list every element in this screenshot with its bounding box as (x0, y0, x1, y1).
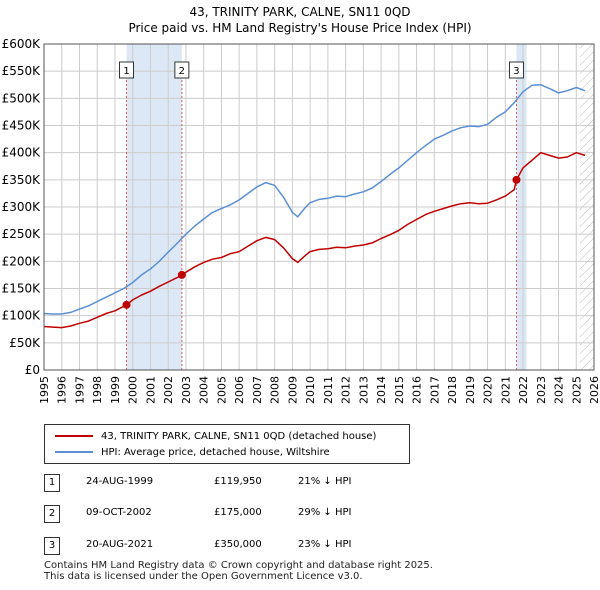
sale-price: £119,950 (214, 476, 262, 487)
sale-label-box (508, 61, 524, 79)
y-tick-label: £100K (2, 309, 42, 323)
y-tick-label: £250K (2, 227, 42, 241)
x-tick-label: 2012 (340, 376, 353, 404)
chart-title-line1: 43, TRINITY PARK, CALNE, SN11 0QD (189, 5, 411, 19)
plot-frame (43, 43, 595, 371)
y-tick-label: £600K (2, 37, 42, 51)
y-tick-label: £150K (2, 282, 42, 296)
x-tick-label: 2015 (393, 376, 406, 404)
x-tick-label: 2001 (144, 376, 157, 404)
x-tick-label: 2018 (446, 376, 459, 404)
footer-line2: This data is licensed under the Open Gov… (44, 571, 363, 582)
x-tick-label: 2008 (269, 376, 282, 404)
sale-price: £175,000 (214, 507, 262, 518)
x-tick-label: 2021 (499, 376, 512, 404)
sale-point (122, 300, 131, 309)
sale-point (177, 270, 186, 279)
property-price-line (43, 151, 586, 329)
x-tick-label: 2010 (304, 376, 317, 404)
x-tick-label: 2003 (180, 376, 193, 404)
x-tick-label: 2016 (411, 376, 424, 404)
x-tick-label: 2007 (251, 376, 264, 404)
x-tick-label: 2026 (588, 376, 600, 404)
sale-number-badge: 3 (44, 537, 60, 555)
x-tick-label: 1999 (109, 376, 122, 404)
legend: 43, TRINITY PARK, CALNE, SN11 0QD (detac… (44, 424, 410, 464)
legend-item-property: 43, TRINITY PARK, CALNE, SN11 0QD (detac… (55, 428, 376, 444)
y-tick-label: £200K (2, 254, 42, 268)
y-tick-label: £450K (2, 119, 42, 133)
sale-hpi-diff: 21% ↓ HPI (298, 476, 352, 487)
x-tick-label: 2002 (162, 376, 175, 404)
sale-date: 24-AUG-1999 (86, 476, 154, 487)
footer-attribution: Contains HM Land Registry data © Crown c… (44, 560, 433, 582)
y-tick-label: £350K (2, 173, 42, 187)
legend-label-hpi: HPI: Average price, detached house, Wilt… (101, 446, 330, 458)
legend-label-property: 43, TRINITY PARK, CALNE, SN11 0QD (detac… (101, 430, 377, 442)
sale-number-badge: 1 (44, 474, 60, 492)
sale-point (512, 175, 521, 184)
sale-label-box (174, 61, 190, 79)
x-tick-label: 2005 (215, 376, 228, 404)
chart-title: 43, TRINITY PARK, CALNE, SN11 0QD Price … (0, 4, 600, 36)
x-tick-label: 2006 (233, 376, 246, 404)
sale-hpi-diff: 23% ↓ HPI (298, 539, 352, 550)
x-tick-label: 2019 (464, 376, 477, 404)
y-tick-label: £400K (2, 146, 42, 160)
sale-price: £350,000 (214, 539, 262, 550)
sale-date: 20-AUG-2021 (86, 539, 154, 550)
x-tick-label: 2004 (198, 376, 211, 404)
y-tick-label: £50K (9, 336, 41, 350)
x-tick-label: 1997 (73, 376, 86, 404)
hpi-line (43, 84, 586, 315)
sale-label-number: 1 (123, 66, 129, 77)
sale-label-number: 2 (179, 66, 185, 77)
sale-number-badge: 2 (44, 505, 60, 523)
y-tick-label: £550K (2, 64, 42, 78)
x-tick-label: 2009 (286, 376, 299, 404)
sale-date: 09-OCT-2002 (86, 507, 152, 518)
sale-label-number: 3 (513, 66, 519, 77)
legend-swatch-hpi (55, 451, 93, 453)
x-tick-label: 2011 (322, 376, 335, 404)
price-chart: 1 2 3 £0 £50K £100K £150K £200K £250K £300K £350K… (2, 37, 600, 404)
x-tick-label: 2022 (517, 376, 530, 404)
legend-item-hpi: HPI: Average price, detached house, Wilt… (55, 444, 330, 460)
x-tick-label: 2000 (127, 376, 140, 404)
x-tick-label: 2025 (570, 376, 583, 404)
x-tick-label: 1998 (91, 376, 104, 404)
x-tick-label: 2020 (482, 376, 495, 404)
x-tick-label: 1995 (38, 376, 51, 404)
footer-line1: Contains HM Land Registry data © Crown c… (44, 560, 433, 571)
table-row: 2 09-OCT-2002 £175,000 29% ↓ HPI (44, 505, 404, 525)
y-tick-label: £300K (2, 200, 42, 214)
x-tick-label: 2024 (553, 376, 566, 404)
sale-label-box (119, 61, 134, 79)
table-row: 3 20-AUG-2021 £350,000 23% ↓ HPI (44, 537, 404, 557)
chart-title-line2: Price paid vs. HM Land Registry's House … (128, 21, 472, 35)
x-tick-label: 2017 (428, 376, 441, 404)
sale-hpi-diff: 29% ↓ HPI (298, 507, 352, 518)
y-tick-label: £0 (25, 363, 40, 377)
x-tick-label: 1996 (56, 376, 69, 404)
y-tick-label: £500K (2, 91, 42, 105)
x-tick-label: 2023 (535, 376, 548, 404)
x-tick-label: 2014 (375, 376, 388, 404)
legend-swatch-property (55, 435, 93, 437)
x-tick-label: 2013 (357, 376, 370, 404)
table-row: 1 24-AUG-1999 £119,950 21% ↓ HPI (44, 474, 404, 494)
